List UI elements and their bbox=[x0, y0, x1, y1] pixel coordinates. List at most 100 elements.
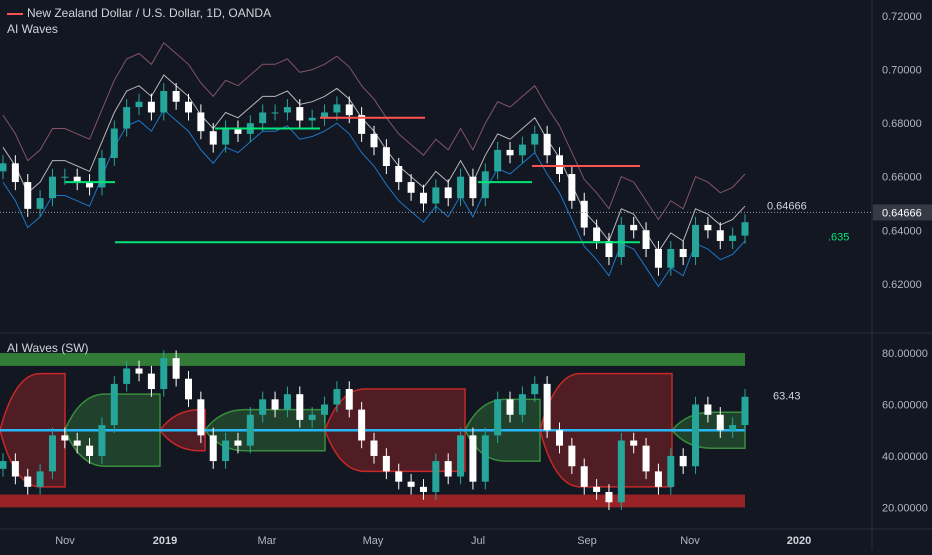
osc-candle-body bbox=[630, 440, 638, 446]
osc-candle-body bbox=[11, 461, 19, 477]
osc-candle-body bbox=[506, 399, 514, 415]
osc-candle-body bbox=[556, 430, 563, 446]
candle-body bbox=[147, 101, 155, 113]
osc-candle-body bbox=[494, 399, 502, 436]
osc-candle-body bbox=[704, 404, 712, 415]
candle-body bbox=[86, 182, 94, 188]
candle-body bbox=[271, 112, 279, 114]
last-price-tag-bg bbox=[873, 204, 932, 221]
osc-candle-body bbox=[48, 435, 56, 472]
candle-body bbox=[36, 198, 44, 209]
time-axis-tick: May bbox=[363, 535, 384, 547]
price-axis-tick: 0.72000 bbox=[882, 11, 922, 23]
candle-body bbox=[630, 224, 638, 231]
candle-body bbox=[419, 192, 427, 204]
candle-body bbox=[481, 171, 489, 199]
candle-body bbox=[444, 187, 452, 199]
osc-candle-body bbox=[716, 414, 724, 431]
osc-candle-body bbox=[135, 368, 143, 374]
price-axis-tick: 0.62000 bbox=[882, 279, 922, 291]
candle-body bbox=[395, 166, 403, 183]
candle-body bbox=[370, 133, 378, 148]
osc-candle-body bbox=[222, 440, 230, 462]
candle-body bbox=[580, 200, 588, 228]
osc-candle-body bbox=[358, 409, 366, 441]
osc-candle-body bbox=[147, 373, 155, 390]
candle-body bbox=[160, 91, 168, 113]
oscillator-current-value: 63.43 bbox=[773, 391, 801, 403]
osc-candle-body bbox=[246, 414, 254, 446]
sub-indicator-name: AI Waves (SW) bbox=[7, 341, 89, 355]
time-axis-tick: Nov bbox=[55, 535, 75, 547]
price-axis-tick: 0.68000 bbox=[882, 118, 922, 130]
osc-candle-body bbox=[209, 435, 217, 462]
candle-body bbox=[568, 174, 576, 201]
candle-body bbox=[531, 133, 539, 145]
candle-body bbox=[543, 133, 551, 156]
candle-body bbox=[617, 224, 625, 258]
oscillator-axis-tick: 40.00000 bbox=[882, 451, 928, 463]
osc-candle-body bbox=[407, 481, 415, 487]
osc-candle-body bbox=[333, 389, 341, 405]
time-axis-tick: Mar bbox=[258, 535, 277, 547]
symbol-title: New Zealand Dollar / U.S. Dollar, 1D, OA… bbox=[27, 6, 272, 20]
sub-indicator-legend[interactable]: AI Waves (SW) bbox=[7, 341, 89, 355]
green-level-label: .635 bbox=[828, 231, 849, 243]
candle-body bbox=[259, 112, 267, 124]
osc-candle-body bbox=[345, 389, 353, 410]
last-price-label: 0.64666 bbox=[767, 200, 807, 212]
osc-candle-body bbox=[296, 394, 304, 420]
symbol-legend[interactable]: New Zealand Dollar / U.S. Dollar, 1D, OA… bbox=[7, 6, 271, 20]
oscillator-axis-tick: 20.00000 bbox=[882, 502, 928, 514]
osc-candle-body bbox=[444, 461, 452, 477]
osc-candle-body bbox=[0, 461, 7, 469]
candle-body bbox=[283, 107, 291, 113]
osc-candle-body bbox=[172, 358, 180, 379]
candle-body bbox=[73, 176, 81, 183]
price-axis-tick: 0.66000 bbox=[882, 172, 922, 184]
oscillator-axis-tick: 80.00000 bbox=[882, 348, 928, 360]
osc-candle-body bbox=[617, 440, 625, 503]
price-axis-tick: 0.70000 bbox=[882, 65, 922, 77]
candle-body bbox=[11, 163, 19, 183]
osc-candle-body bbox=[308, 414, 316, 420]
oscillator-axis-tick: 60.00000 bbox=[882, 399, 928, 411]
candle-body bbox=[135, 101, 143, 108]
price-pane: 0.64666 .635 0.72000 0.70000 0.68000 0.66000 0… bbox=[0, 11, 932, 291]
candle-body bbox=[642, 230, 650, 249]
osc-candle-body bbox=[518, 394, 526, 415]
time-axis: Nov 2019 Mar May Jul Sep Nov 2020 bbox=[55, 535, 811, 547]
candle-body bbox=[605, 240, 613, 258]
candle-body bbox=[209, 131, 217, 145]
candle-body bbox=[222, 128, 230, 145]
osc-candle-body bbox=[24, 476, 32, 487]
price-axis-tick: 0.64000 bbox=[882, 225, 922, 237]
candle-body bbox=[692, 224, 700, 258]
osc-candle-body bbox=[185, 378, 192, 400]
indicator-legend[interactable]: AI Waves bbox=[7, 22, 58, 36]
candle-body bbox=[716, 230, 724, 241]
time-axis-tick: 2019 bbox=[153, 535, 177, 547]
osc-candle-body bbox=[642, 445, 650, 472]
osc-candle-body bbox=[370, 440, 378, 456]
candle-body bbox=[24, 182, 32, 209]
candle-body bbox=[48, 176, 56, 199]
osc-candle-body bbox=[568, 445, 576, 467]
osc-candle-body bbox=[679, 455, 687, 467]
osc-candle-body bbox=[73, 440, 81, 446]
osc-candle-body bbox=[382, 455, 390, 472]
osc-candle-body bbox=[160, 358, 168, 390]
candle-body bbox=[234, 128, 242, 134]
osc-candle-body bbox=[234, 440, 242, 446]
pink-wave-line bbox=[2, 42, 746, 221]
osc-candle-body bbox=[432, 461, 440, 492]
osc-candle-body bbox=[667, 455, 675, 487]
candle-body bbox=[123, 107, 131, 129]
time-axis-tick: Nov bbox=[680, 535, 700, 547]
upper-zone-band bbox=[0, 353, 745, 366]
candle-body bbox=[0, 163, 7, 172]
osc-candle-body bbox=[531, 383, 539, 395]
candle-body bbox=[296, 107, 304, 121]
osc-candle-body bbox=[741, 396, 749, 426]
